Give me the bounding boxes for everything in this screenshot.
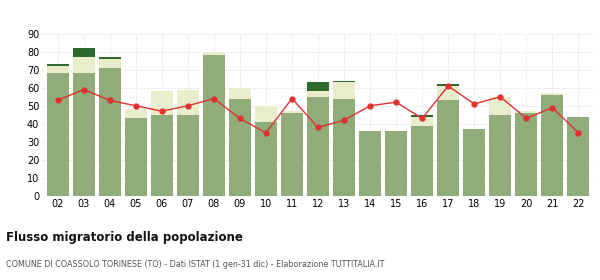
Bar [515, 111, 538, 113]
Bar [73, 73, 95, 196]
Bar [98, 59, 121, 68]
Bar [281, 111, 303, 113]
Text: Flusso migratorio della popolazione: Flusso migratorio della popolazione [6, 231, 243, 244]
Bar [515, 113, 538, 196]
Bar [229, 88, 251, 99]
Bar [437, 86, 459, 100]
Bar [568, 116, 589, 196]
Bar [177, 90, 199, 115]
Bar [307, 91, 329, 97]
Bar [359, 131, 381, 196]
Bar [541, 93, 563, 95]
Bar [203, 52, 225, 55]
Bar [411, 115, 433, 116]
Bar [307, 97, 329, 196]
Bar [151, 115, 173, 196]
Bar [125, 109, 147, 118]
Bar [98, 68, 121, 196]
Bar [151, 91, 173, 115]
Bar [73, 48, 95, 57]
Bar [255, 122, 277, 196]
Bar [255, 106, 277, 122]
Bar [281, 113, 303, 196]
Bar [307, 82, 329, 91]
Bar [333, 82, 355, 99]
Bar [47, 73, 68, 196]
Bar [437, 100, 459, 196]
Bar [229, 99, 251, 196]
Bar [541, 95, 563, 196]
Bar [47, 66, 68, 73]
Bar [177, 115, 199, 196]
Bar [203, 55, 225, 196]
Bar [333, 99, 355, 196]
Bar [125, 118, 147, 196]
Bar [333, 81, 355, 82]
Bar [411, 116, 433, 126]
Bar [489, 115, 511, 196]
Bar [73, 57, 95, 73]
Bar [437, 84, 459, 86]
Bar [489, 97, 511, 115]
Bar [385, 131, 407, 196]
Bar [463, 129, 485, 196]
Bar [47, 64, 68, 66]
Text: COMUNE DI COASSOLO TORINESE (TO) - Dati ISTAT (1 gen-31 dic) - Elaborazione TUTT: COMUNE DI COASSOLO TORINESE (TO) - Dati … [6, 260, 385, 269]
Bar [98, 57, 121, 59]
Bar [411, 126, 433, 196]
